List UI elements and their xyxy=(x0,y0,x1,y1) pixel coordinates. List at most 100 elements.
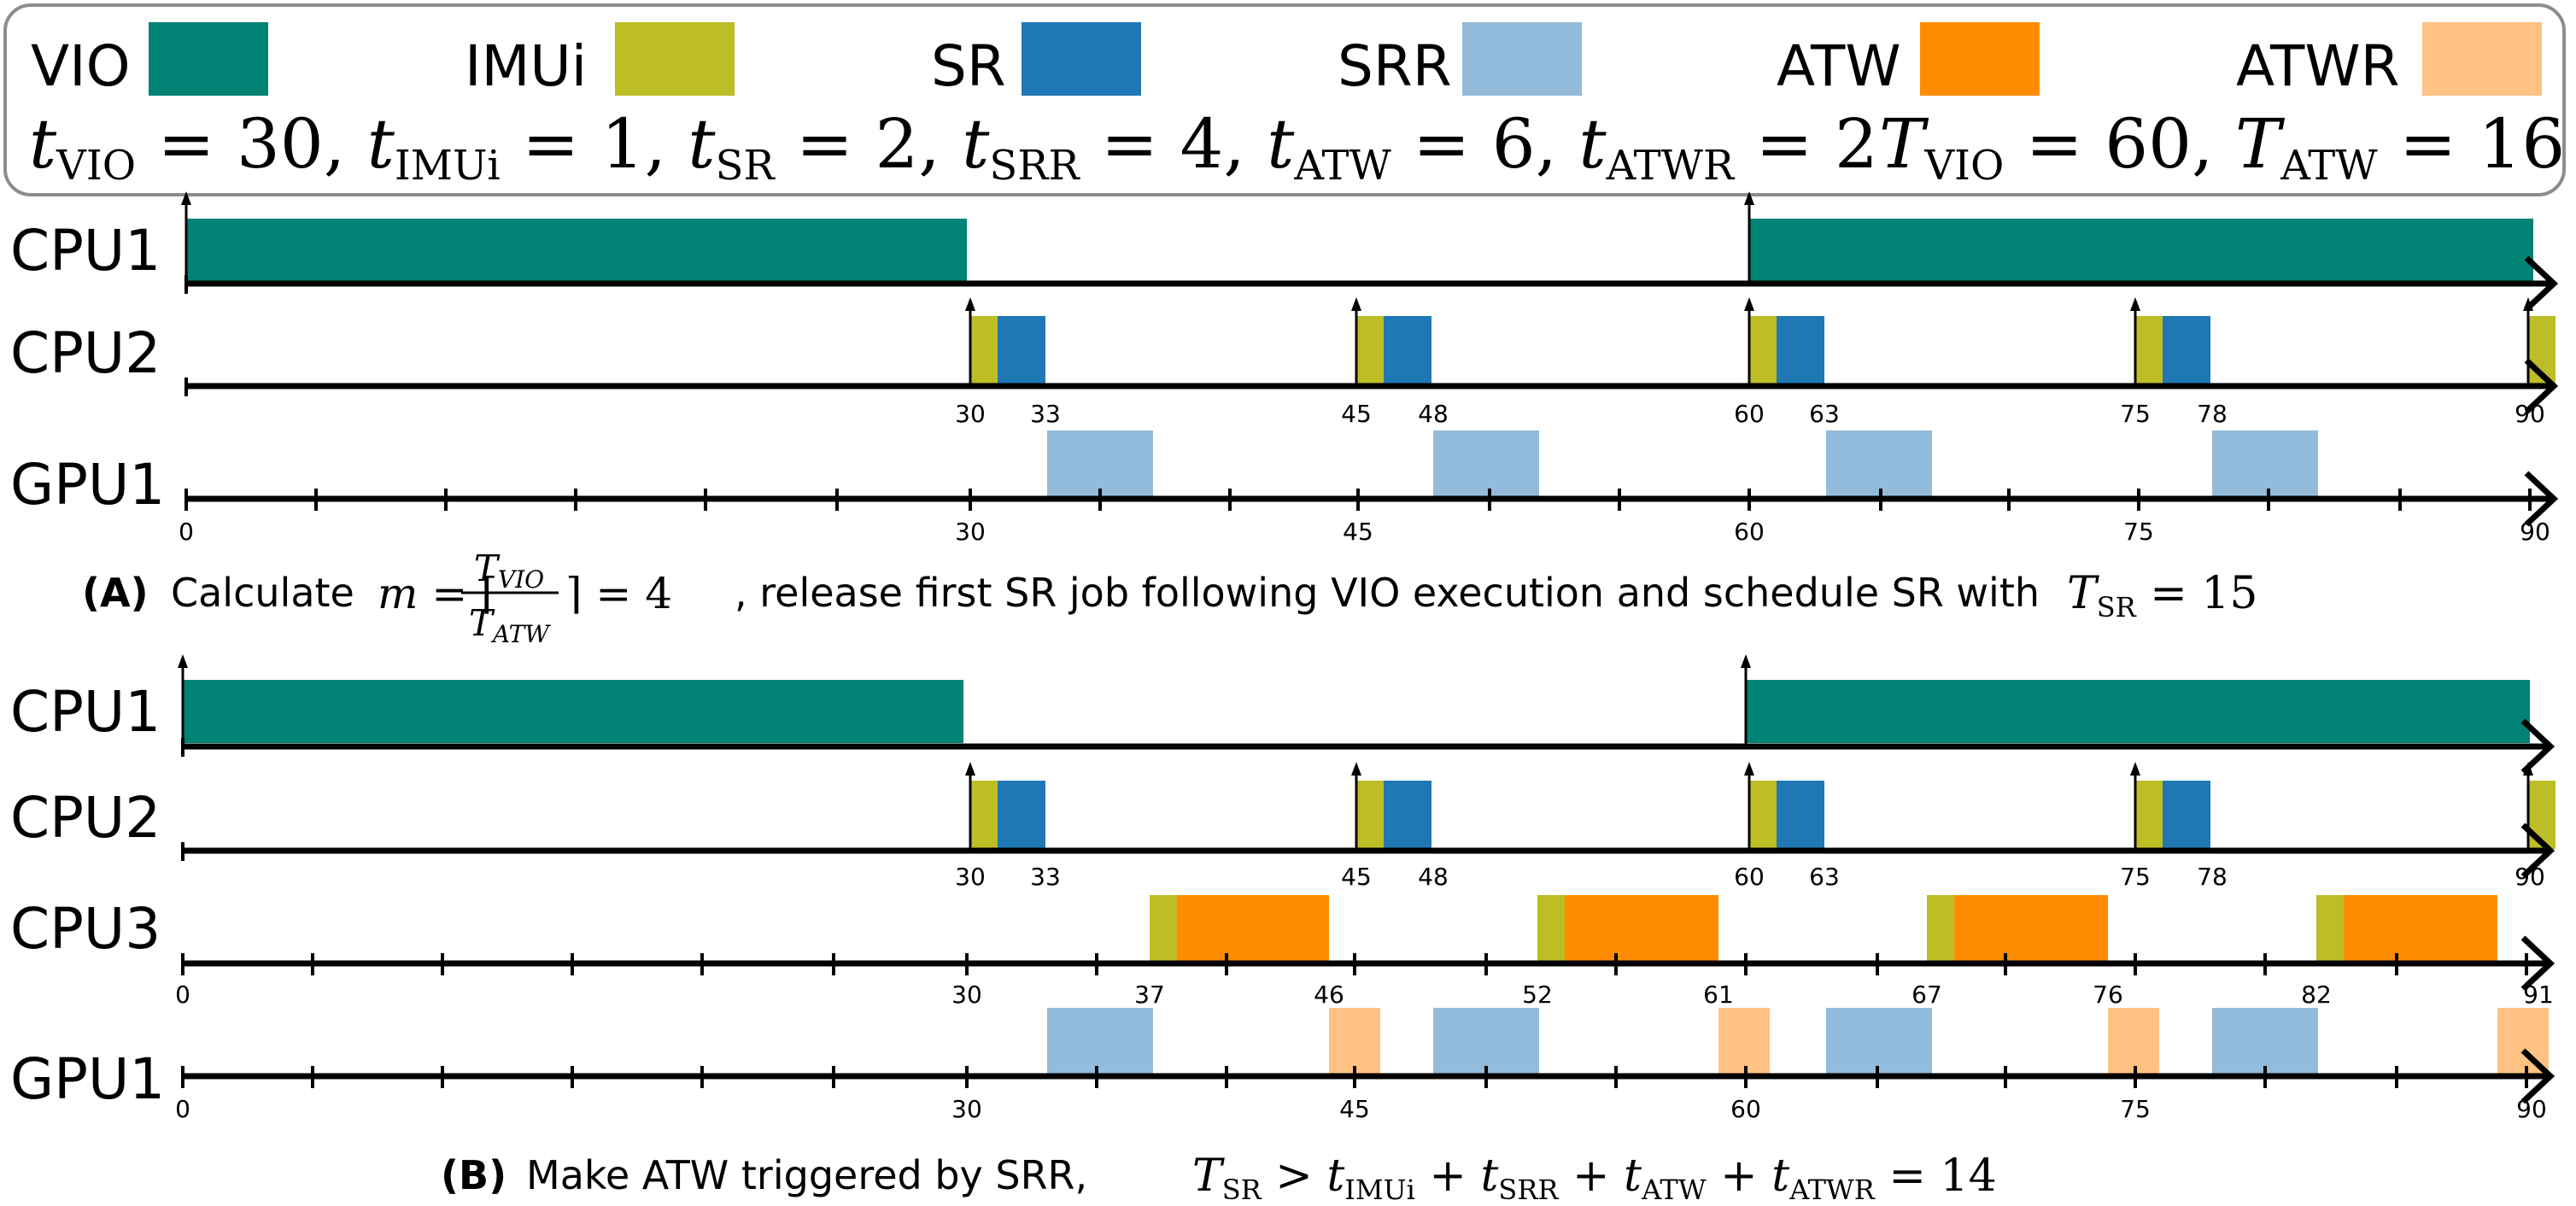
panel-b-atwr-job xyxy=(2108,1008,2159,1076)
tick-label: 45 xyxy=(1343,518,1373,546)
svg-text:TSR > tIMUi + tSRR + tATW + tA: TSR > tIMUi + tSRR + tATW + tATWR = 14 xyxy=(1192,1150,1997,1206)
panel-b-gpu1-arrow xyxy=(2520,1048,2556,1104)
legend-sr-swatch xyxy=(1022,22,1141,96)
legend-imui-swatch xyxy=(615,22,735,96)
panel-b-caption: (B) Make ATW triggered by SRR, TSR > tIM… xyxy=(441,1150,1997,1206)
T-atw-value: 16 xyxy=(2479,104,2566,184)
panel-b-sr-job xyxy=(1777,781,1824,849)
panel-b-atw-job xyxy=(1565,895,1718,963)
tick-label: 90 xyxy=(2516,1095,2547,1123)
tick-label: 76 xyxy=(2093,981,2123,1009)
tick-label: 75 xyxy=(2120,863,2151,891)
panel-b-vio-job-2 xyxy=(1746,680,2530,743)
panel-a-caption-text-2: , release first SR job following VIO exe… xyxy=(735,570,2040,616)
panel-a-sr-job xyxy=(2163,316,2210,384)
tick-label: 78 xyxy=(2197,400,2228,428)
legend-srr-swatch xyxy=(1462,22,1582,96)
tick-label: 60 xyxy=(1734,518,1765,546)
panel-a: CPU1 CPU2 xyxy=(10,191,2559,648)
tick-label: 63 xyxy=(1809,863,1840,891)
panel-b-cpu3-tick-labels: 0 30 37 46 52 61 67 76 82 91 xyxy=(175,981,2554,1009)
panel-a-caption-label: (A) xyxy=(82,570,149,616)
tick-label: 0 xyxy=(175,1095,190,1123)
panel-a-vio-job-1 xyxy=(186,219,967,282)
tick-label: 90 xyxy=(2515,863,2545,891)
panel-a-imui-job xyxy=(1749,316,1777,384)
t-srr-value: 4 xyxy=(1180,104,1223,184)
legend-srr-label: SRR xyxy=(1338,33,1452,99)
legend-sr-label: SR xyxy=(931,33,1006,99)
panel-b-sr-job xyxy=(2163,781,2210,849)
panel-a-caption-text-1: Calculate xyxy=(171,570,354,616)
t-atwr-value: 2 xyxy=(1835,104,1878,184)
tick-label: 91 xyxy=(2523,981,2554,1009)
panel-a-srr-job xyxy=(1047,430,1153,499)
panel-b-caption-text-1: Make ATW triggered by SRR, xyxy=(526,1152,1087,1198)
panel-b-cpu2-arrow xyxy=(2520,823,2556,879)
panel-a-cpu2-releases xyxy=(965,297,2533,386)
panel-a-cpu2-label: CPU2 xyxy=(10,320,161,386)
panel-b-atw-job xyxy=(1954,895,2108,963)
panel-b-imui-job xyxy=(1749,781,1777,849)
panel-b-cpu2-label: CPU2 xyxy=(10,785,161,851)
tick-label: 30 xyxy=(955,400,986,428)
legend-atwr-label: ATWR xyxy=(2236,33,2399,99)
panel-a-gpu1-arrow xyxy=(2524,471,2559,527)
panel-a-gpu1-ticks xyxy=(184,489,2532,511)
panel-b-imui-job xyxy=(1150,895,1177,963)
tick-label: 33 xyxy=(1030,400,1061,428)
panel-b-vio-job-1 xyxy=(183,680,963,743)
tick-label: 75 xyxy=(2120,400,2151,428)
panel-b-imui-job xyxy=(2135,781,2163,849)
tick-label: 30 xyxy=(955,863,986,891)
tick-label: 75 xyxy=(2120,1095,2151,1123)
panel-b-srr-job xyxy=(2212,1008,2318,1076)
tick-label: 63 xyxy=(1809,400,1840,428)
svg-text:TATW: TATW xyxy=(469,602,551,648)
panel-b-atw-job xyxy=(1177,895,1329,963)
panel-b-srr-job xyxy=(1047,1008,1153,1076)
panel-a-cpu2-arrow xyxy=(2524,358,2559,414)
panel-a-m-value: 4 xyxy=(645,569,672,618)
panel-b-atwr-job xyxy=(1718,1008,1770,1076)
tick-label: 82 xyxy=(2301,981,2332,1009)
t-imui-value: 1 xyxy=(601,104,645,184)
svg-text:⌉ = 4: ⌉ = 4 xyxy=(565,569,672,618)
t-vio-value: 30 xyxy=(237,104,324,184)
tick-label: 30 xyxy=(955,518,986,546)
tick-label: 60 xyxy=(1730,1095,1761,1123)
tick-label: 48 xyxy=(1418,400,1449,428)
tick-label: 52 xyxy=(1522,981,1553,1009)
panel-b-sr-job xyxy=(998,781,1045,849)
tick-label: 67 xyxy=(1912,981,1942,1009)
legend-atw-label: ATW xyxy=(1777,33,1901,99)
tick-label: 48 xyxy=(1418,863,1449,891)
tick-label: 90 xyxy=(2515,400,2545,428)
tick-label: 60 xyxy=(1734,400,1765,428)
panel-b-cpu2-jobs xyxy=(970,781,2556,849)
panel-a-gpu1-jobs xyxy=(1047,430,2318,499)
panel-b-gpu1-ticks xyxy=(181,1066,2528,1088)
panel-b-srr-job xyxy=(1433,1008,1539,1076)
panel-b-imui-job xyxy=(1537,895,1565,963)
panel-a-cpu2-jobs xyxy=(970,316,2556,384)
panel-b-gpu1-jobs xyxy=(1047,1008,2549,1076)
tick-label: 60 xyxy=(1734,863,1765,891)
panel-a-vio-job-2 xyxy=(1749,219,2533,282)
panel-a-sr-job xyxy=(1777,316,1824,384)
panel-a-tsr-value: 15 xyxy=(2201,568,2257,619)
panel-b-sr-job xyxy=(1384,781,1431,849)
tick-label: 61 xyxy=(1703,981,1734,1009)
tick-label: 33 xyxy=(1030,863,1061,891)
tick-label: 45 xyxy=(1341,400,1372,428)
panel-a-cpu1-label: CPU1 xyxy=(10,218,161,284)
panel-a-imui-job xyxy=(1356,316,1384,384)
panel-b-imui-job xyxy=(2316,895,2344,963)
tick-label: 37 xyxy=(1134,981,1165,1009)
panel-a-sr-job xyxy=(998,316,1045,384)
svg-text:TVIO = 60, TATW = 16: TVIO = 60, TATW = 16 xyxy=(1879,104,2565,190)
legend-vio-label: VIO xyxy=(31,33,131,99)
tick-label: 78 xyxy=(2197,863,2228,891)
panel-b-srr-job xyxy=(1826,1008,1932,1076)
